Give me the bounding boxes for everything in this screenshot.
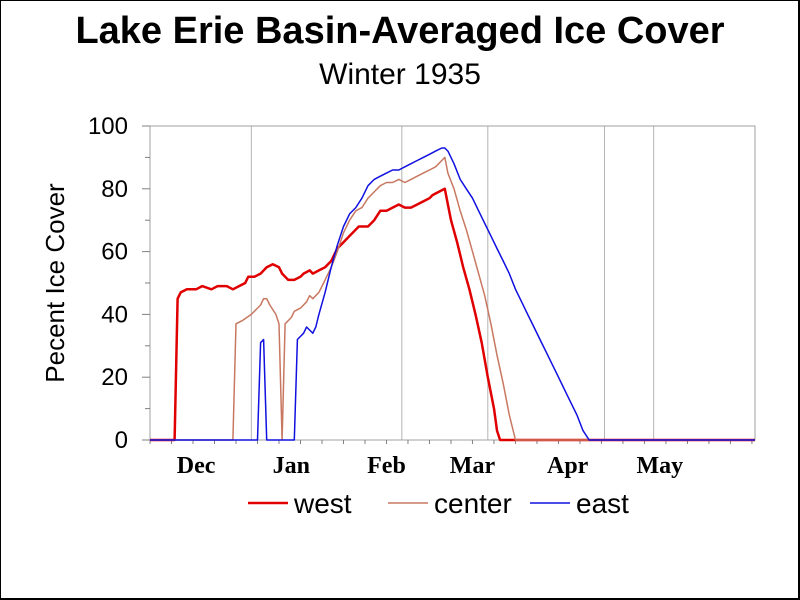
chart-subtitle: Winter 1935 — [319, 58, 481, 91]
y-axis-label: Pecent Ice Cover — [40, 183, 70, 383]
legend-label-east: east — [576, 488, 629, 519]
legend-label-west: west — [293, 488, 352, 519]
y-tick-label: 100 — [88, 113, 128, 140]
x-axis: Dec Jan Feb Mar Apr May — [149, 440, 753, 479]
y-tick-label: 40 — [101, 301, 128, 328]
plot-border — [149, 125, 756, 441]
x-tick-label: May — [636, 453, 683, 479]
x-tick-label: Jan — [273, 453, 310, 479]
y-tick-label: 20 — [101, 364, 128, 391]
x-tick-label: Feb — [367, 453, 406, 479]
legend: west center east — [248, 488, 629, 519]
series-line-east — [150, 147, 755, 441]
series-line-west — [150, 187, 755, 442]
plot-area — [149, 125, 756, 441]
legend-label-center: center — [434, 488, 512, 519]
x-tick-label: Dec — [177, 453, 216, 479]
x-tick-label: Apr — [547, 453, 589, 479]
y-tick-label: 0 — [115, 427, 128, 454]
chart-title: Lake Erie Basin-Averaged Ice Cover — [75, 10, 725, 52]
y-axis: 0 20 40 60 80 100 — [88, 113, 150, 454]
y-tick-label: 60 — [101, 239, 128, 266]
y-tick-label: 80 — [101, 176, 128, 203]
x-tick-label: Mar — [450, 453, 496, 479]
series-line-center — [150, 156, 755, 441]
series-layer — [150, 147, 755, 442]
